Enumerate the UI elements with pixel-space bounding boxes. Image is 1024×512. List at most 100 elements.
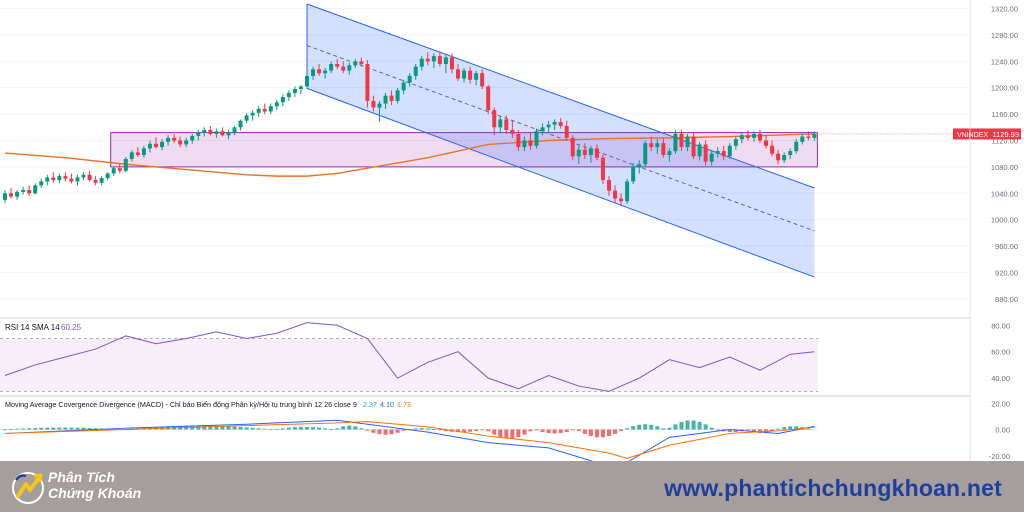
candle-body — [129, 152, 134, 159]
candle-body — [522, 140, 527, 148]
candle-body — [256, 108, 261, 113]
candle-body — [81, 174, 86, 178]
macd-histogram-bar — [456, 429, 460, 433]
price-tick-label: 1120.00 — [991, 137, 1018, 146]
macd-legend-label: Moving Average Covergence Divergence (MA… — [5, 400, 357, 409]
candle-body — [468, 70, 473, 80]
candle-body — [292, 89, 297, 94]
candle-body — [594, 148, 599, 158]
candle-body — [286, 93, 291, 97]
candle-body — [510, 129, 515, 134]
macd-histogram-bar — [637, 424, 642, 430]
candle — [637, 160, 642, 174]
macd-tick-label: 20.00 — [991, 399, 1010, 408]
rsi-legend-label: RSI 14 SMA 14 — [5, 323, 60, 332]
candle — [365, 60, 370, 108]
candle-body — [377, 103, 382, 108]
macd-histogram-bar — [250, 427, 255, 430]
candle — [389, 90, 394, 105]
candle — [498, 115, 503, 133]
website-domain: phantichchungkhoan.net — [724, 475, 1002, 501]
candle-body — [812, 133, 817, 138]
candle-body — [570, 137, 575, 157]
macd-histogram-bar — [782, 427, 787, 430]
candle — [456, 64, 460, 82]
macd-histogram-bar — [87, 428, 92, 430]
price-tick-label: 1040.00 — [991, 189, 1018, 198]
candle — [178, 136, 183, 148]
macd-histogram-bar — [69, 427, 74, 430]
channel-lower-line — [306, 87, 815, 278]
macd-histogram-bar — [202, 425, 207, 430]
candle-body — [697, 144, 702, 157]
macd-histogram-bar — [788, 426, 793, 430]
rsi-line — [4, 322, 815, 392]
candle-body — [576, 149, 581, 157]
candle-body — [673, 133, 678, 152]
candle-body — [546, 124, 551, 128]
candle-body — [347, 65, 352, 71]
macd-histogram-bar — [480, 429, 485, 431]
candle — [673, 129, 678, 154]
candle — [522, 136, 527, 152]
last-price-bg — [953, 128, 1021, 140]
candle — [190, 133, 195, 144]
candle-body — [311, 69, 316, 76]
candle-body — [625, 181, 630, 202]
macd-histogram-bar — [437, 429, 442, 431]
price-tick-label: 880.00 — [995, 295, 1018, 304]
candle — [468, 66, 473, 84]
candle — [232, 126, 237, 136]
macd-histogram-bar — [498, 429, 503, 438]
channel-middle-line — [306, 45, 815, 232]
macd-histogram-bar — [401, 429, 406, 431]
candle-body — [721, 151, 726, 157]
logo-text-line2: Chứng Khoán — [48, 485, 142, 501]
candle — [758, 129, 762, 144]
macd-histogram-bar — [3, 429, 7, 431]
chart-canvas[interactable]: 1320.00 1280.00 1240.00 1200.00 1160.00 1120.… — [0, 0, 1024, 467]
candle-body — [341, 66, 346, 71]
candle — [443, 54, 448, 74]
candle-body — [540, 127, 545, 132]
candle-body — [93, 180, 98, 183]
candle — [691, 132, 696, 159]
candle-body — [413, 66, 418, 76]
candle-body — [794, 141, 799, 152]
macd-histogram-bar — [371, 429, 376, 433]
price-tick-label: 1200.00 — [991, 84, 1018, 93]
candle — [371, 95, 376, 112]
macd-histogram-bar — [353, 426, 358, 430]
candle-body — [727, 145, 732, 157]
macd-histogram-bar — [9, 429, 14, 430]
candle-body — [619, 198, 624, 202]
candle-body — [323, 70, 328, 74]
candle — [558, 118, 563, 129]
candle — [93, 176, 98, 186]
candle-body — [166, 137, 171, 142]
candle-body — [703, 144, 708, 162]
macd-histogram-bar — [679, 421, 684, 430]
rsi-legend-value: 60.25 — [61, 323, 82, 332]
macd-histogram-bar — [81, 427, 86, 430]
candle — [788, 148, 793, 159]
candle-body — [631, 166, 636, 182]
candle — [395, 87, 400, 104]
candle-body — [425, 58, 430, 62]
candle — [383, 93, 388, 109]
candle — [141, 145, 146, 158]
rsi-tick-label: 40.00 — [991, 374, 1010, 383]
candle — [401, 79, 406, 95]
candle — [619, 193, 624, 207]
macd-histogram-bar — [685, 420, 690, 430]
candle-body — [679, 133, 684, 148]
candle-body — [21, 189, 26, 192]
candle-body — [564, 126, 569, 138]
website-link[interactable]: www.phantichchungkhoan.net — [664, 475, 1002, 502]
candle — [39, 178, 44, 188]
candle — [413, 64, 418, 80]
candle-body — [135, 152, 140, 156]
candle-body — [806, 136, 811, 138]
macd-histogram-bar — [311, 427, 316, 430]
price-tick-label: 1240.00 — [991, 57, 1018, 66]
